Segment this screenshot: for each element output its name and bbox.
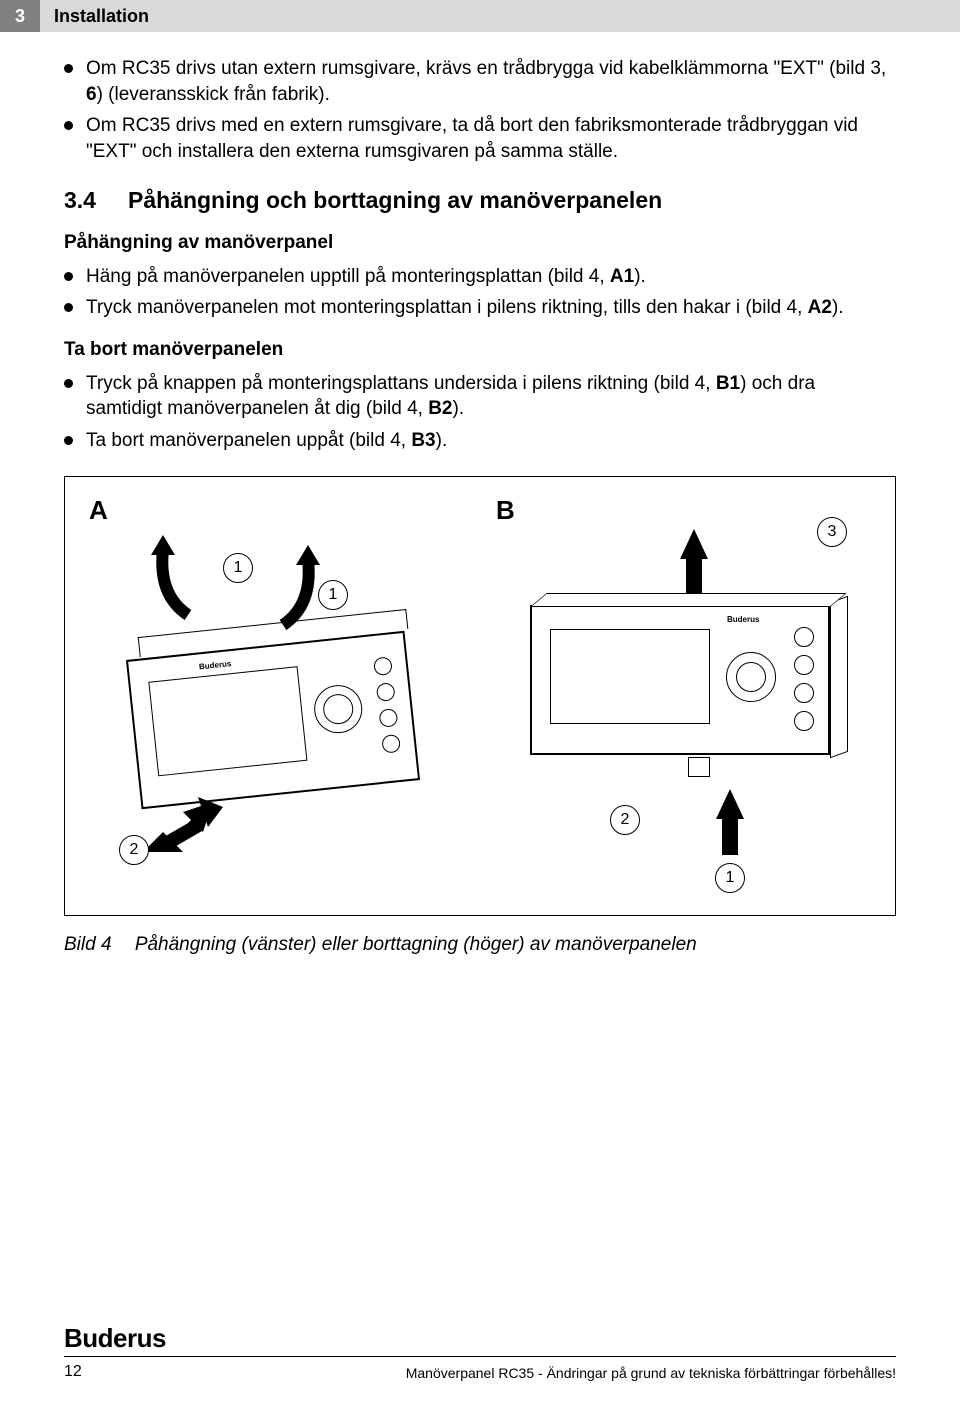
caption-label: Bild 4 [64, 934, 112, 955]
callout-circle: 1 [715, 863, 745, 893]
arrow-up-icon [680, 529, 708, 559]
device-screen [550, 629, 710, 724]
sub-heading: Ta bort manöverpanelen [64, 339, 896, 361]
callout-circle: 2 [610, 805, 640, 835]
callout-circle: 3 [817, 517, 847, 547]
footer-logo: Buderus [64, 1323, 896, 1354]
figure-panel-b: B Buderus [490, 495, 877, 897]
footer-line: 12 Manöverpanel RC35 - Ändringar på grun… [64, 1356, 896, 1381]
text: ). [832, 297, 844, 318]
arrow-stem [686, 555, 702, 595]
page-content: Om RC35 drivs utan extern rumsgivare, kr… [0, 32, 960, 956]
section-number: 3 [0, 0, 40, 32]
bold-ref: A1 [610, 266, 634, 287]
subsection-title: Påhängning och borttagning av manöverpan… [128, 187, 662, 214]
text: Om RC35 drivs med en extern rumsgivare, … [86, 115, 858, 162]
device-button [381, 734, 401, 754]
device-button [794, 711, 814, 731]
text: ). [453, 398, 465, 419]
figure-4: A Buderus [64, 476, 896, 916]
bold-ref: B2 [428, 398, 452, 419]
text: Häng på manöverpanelen upptill på monter… [86, 266, 610, 287]
list-item: Om RC35 drivs med en extern rumsgivare, … [64, 113, 896, 164]
device-screen [148, 666, 307, 776]
release-tab [688, 757, 710, 777]
device-top [530, 593, 847, 607]
figure-caption: Bild 4 Påhängning (vänster) eller bortta… [64, 934, 896, 956]
section-header: 3 Installation [0, 0, 960, 32]
device-button [379, 708, 399, 728]
arrow-up-icon [716, 789, 744, 819]
text: Tryck på knappen på monteringsplattans u… [86, 373, 716, 394]
brand-label: Buderus [727, 615, 759, 624]
device-illustration: Buderus [126, 631, 420, 809]
dial-inner [322, 692, 355, 725]
device-illustration: Buderus [530, 605, 830, 755]
arrow-stem [722, 815, 738, 855]
panel-letter: B [496, 495, 515, 526]
device-button [794, 655, 814, 675]
figure-panel-a: A Buderus [83, 495, 470, 897]
device-button [794, 683, 814, 703]
dial-inner [736, 662, 766, 692]
section-title: Installation [40, 0, 960, 32]
callout-circle: 1 [318, 580, 348, 610]
page-number: 12 [64, 1363, 82, 1381]
bold-ref: B3 [411, 430, 435, 451]
panel-letter: A [89, 495, 108, 526]
device-side [830, 595, 848, 758]
device-button [376, 682, 396, 702]
caption-text: Påhängning (vänster) eller borttagning (… [135, 934, 697, 955]
subsection-number: 3.4 [64, 187, 96, 214]
list-item: Häng på manöverpanelen upptill på monter… [64, 264, 896, 290]
list-item: Tryck på knappen på monteringsplattans u… [64, 371, 896, 422]
sub2-bullet-list: Tryck på knappen på monteringsplattans u… [64, 371, 896, 454]
bold-ref: 6 [86, 84, 97, 105]
device-button [373, 656, 393, 676]
text: Tryck manöverpanelen mot monteringsplatt… [86, 297, 808, 318]
device-button [794, 627, 814, 647]
callout-circle: 2 [119, 835, 149, 865]
text: Ta bort manöverpanelen uppåt (bild 4, [86, 430, 411, 451]
text: ) (leveransskick från fabrik). [97, 84, 330, 105]
list-item: Tryck manöverpanelen mot monteringsplatt… [64, 295, 896, 321]
footer-note: Manöverpanel RC35 - Ändringar på grund a… [406, 1365, 896, 1381]
text: Om RC35 drivs utan extern rumsgivare, kr… [86, 58, 886, 79]
list-item: Om RC35 drivs utan extern rumsgivare, kr… [64, 56, 896, 107]
list-item: Ta bort manöverpanelen uppåt (bild 4, B3… [64, 428, 896, 454]
text: ). [634, 266, 646, 287]
page-footer: Buderus 12 Manöverpanel RC35 - Ändringar… [0, 1323, 960, 1381]
device-dial [726, 652, 776, 702]
bold-ref: A2 [808, 297, 832, 318]
arrow-icon [143, 797, 223, 857]
sub1-bullet-list: Häng på manöverpanelen upptill på monter… [64, 264, 896, 321]
subsection-heading: 3.4 Påhängning och borttagning av manöve… [64, 187, 896, 214]
brand-label: Buderus [199, 659, 232, 671]
curve-arrow-icon [143, 535, 203, 625]
text: ). [436, 430, 448, 451]
intro-bullet-list: Om RC35 drivs utan extern rumsgivare, kr… [64, 56, 896, 165]
device-dial [312, 683, 365, 736]
callout-circle: 1 [223, 553, 253, 583]
bold-ref: B1 [716, 373, 740, 394]
sub-heading: Påhängning av manöverpanel [64, 232, 896, 254]
